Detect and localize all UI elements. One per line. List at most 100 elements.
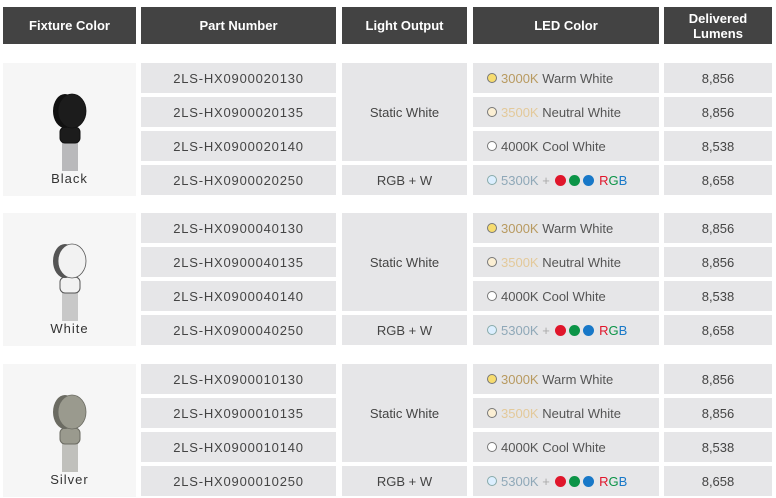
part-number-cell: 2LS-HX0900010135 — [141, 398, 336, 428]
fixture-cell: White — [3, 213, 136, 346]
led-name: 4000K Cool White — [501, 439, 606, 455]
cct-label: 5300K — [501, 322, 539, 338]
fixture-group: Silver 2LS-HX0900010130 8,856 2LS-HX090001… — [0, 364, 776, 497]
led-name: 4000K Cool White — [501, 288, 606, 304]
cct-label: 3500K — [501, 254, 539, 270]
cool-white-swatch-icon — [487, 442, 497, 452]
lumens-cell: 8,538 — [664, 432, 772, 462]
rgb-b: B — [618, 172, 628, 188]
led-color-cool: 4000K Cool White — [473, 432, 659, 462]
led-name: Warm White — [542, 70, 614, 86]
led-color-warm: 3000K Warm White — [473, 213, 659, 243]
cool-white-swatch-icon — [487, 291, 497, 301]
rgb-b: B — [618, 473, 628, 489]
cct-label: 3000K — [501, 70, 539, 86]
fixture-color-label: Silver — [50, 472, 89, 487]
cct-label: 3000K — [501, 371, 539, 387]
fixture-image — [52, 394, 86, 472]
rgb-g: G — [608, 322, 619, 338]
fixture-color-label: White — [50, 321, 89, 336]
plus-sign: + — [542, 322, 550, 338]
rgb-r: R — [599, 172, 609, 188]
led-color-warm: 3000K Warm White — [473, 364, 659, 394]
light-output-rgbw: RGB + W — [342, 315, 467, 345]
blue-dot-icon — [582, 475, 594, 487]
cct-label: 3500K — [501, 104, 539, 120]
blue-dot-icon — [582, 324, 594, 336]
warm-white-swatch-icon — [487, 223, 497, 233]
light-output-rgbw: RGB + W — [342, 466, 467, 496]
led-color-cool: 4000K Cool White — [473, 131, 659, 161]
lumens-cell: 8,856 — [664, 364, 772, 394]
led-name: 4000K Cool White — [501, 138, 606, 154]
lumens-cell: 8,856 — [664, 398, 772, 428]
part-number-cell: 2LS-HX0900010140 — [141, 432, 336, 462]
light-output-static: Static White — [342, 63, 467, 161]
neutral-white-swatch-icon — [487, 257, 497, 267]
red-dot-icon — [554, 324, 566, 336]
warm-white-swatch-icon — [487, 73, 497, 83]
fixture-cell: Silver — [3, 364, 136, 497]
part-number-cell: 2LS-HX0900020250 — [141, 165, 336, 195]
header-light-output: Light Output — [342, 7, 467, 44]
lumens-cell: 8,658 — [664, 165, 772, 195]
lumens-cell: 8,538 — [664, 131, 772, 161]
lumens-cell: 8,658 — [664, 466, 772, 496]
fixture-group: White 2LS-HX0900040130 8,856 2LS-HX0900040… — [0, 213, 776, 346]
led-name: Neutral White — [542, 405, 621, 421]
rgb-r: R — [599, 322, 609, 338]
part-number-cell: 2LS-HX0900040140 — [141, 281, 336, 311]
part-number-cell: 2LS-HX0900040130 — [141, 213, 336, 243]
lumens-cell: 8,856 — [664, 213, 772, 243]
header-part-number: Part Number — [141, 7, 336, 44]
cct-label: 3500K — [501, 405, 539, 421]
part-number-cell: 2LS-HX0900020135 — [141, 97, 336, 127]
fixture-image — [52, 243, 86, 321]
daylight-swatch-icon — [487, 325, 497, 335]
lumens-cell: 8,658 — [664, 315, 772, 345]
header-delivered-lumens: Delivered Lumens — [664, 7, 772, 44]
green-dot-icon — [568, 324, 580, 336]
daylight-swatch-icon — [487, 175, 497, 185]
plus-sign: + — [542, 473, 550, 489]
green-dot-icon — [568, 174, 580, 186]
green-dot-icon — [568, 475, 580, 487]
cct-label: 3000K — [501, 220, 539, 236]
part-number-cell: 2LS-HX0900020140 — [141, 131, 336, 161]
light-output-static: Static White — [342, 213, 467, 311]
fixture-cell: Black — [3, 63, 136, 196]
warm-white-swatch-icon — [487, 374, 497, 384]
part-number-cell: 2LS-HX0900010250 — [141, 466, 336, 496]
blue-dot-icon — [582, 174, 594, 186]
led-name: Warm White — [542, 220, 614, 236]
led-color-neutral: 3500K Neutral White — [473, 97, 659, 127]
fixture-image — [52, 93, 86, 171]
cool-white-swatch-icon — [487, 141, 497, 151]
rgb-r: R — [599, 473, 609, 489]
cct-label: 5300K — [501, 172, 539, 188]
rgb-b: B — [618, 322, 628, 338]
light-output-rgbw: RGB + W — [342, 165, 467, 195]
daylight-swatch-icon — [487, 476, 497, 486]
rgb-g: G — [608, 172, 619, 188]
led-color-neutral: 3500K Neutral White — [473, 398, 659, 428]
led-color-cool: 4000K Cool White — [473, 281, 659, 311]
led-name: Neutral White — [542, 104, 621, 120]
red-dot-icon — [554, 475, 566, 487]
header-fixture-color: Fixture Color — [3, 7, 136, 44]
part-number-cell: 2LS-HX0900020130 — [141, 63, 336, 93]
plus-sign: + — [542, 172, 550, 188]
led-color-warm: 3000K Warm White — [473, 63, 659, 93]
neutral-white-swatch-icon — [487, 408, 497, 418]
part-number-cell: 2LS-HX0900040135 — [141, 247, 336, 277]
cct-label: 5300K — [501, 473, 539, 489]
rgb-g: G — [608, 473, 619, 489]
neutral-white-swatch-icon — [487, 107, 497, 117]
led-name: Neutral White — [542, 254, 621, 270]
lumens-cell: 8,856 — [664, 97, 772, 127]
red-dot-icon — [554, 174, 566, 186]
lumens-cell: 8,538 — [664, 281, 772, 311]
